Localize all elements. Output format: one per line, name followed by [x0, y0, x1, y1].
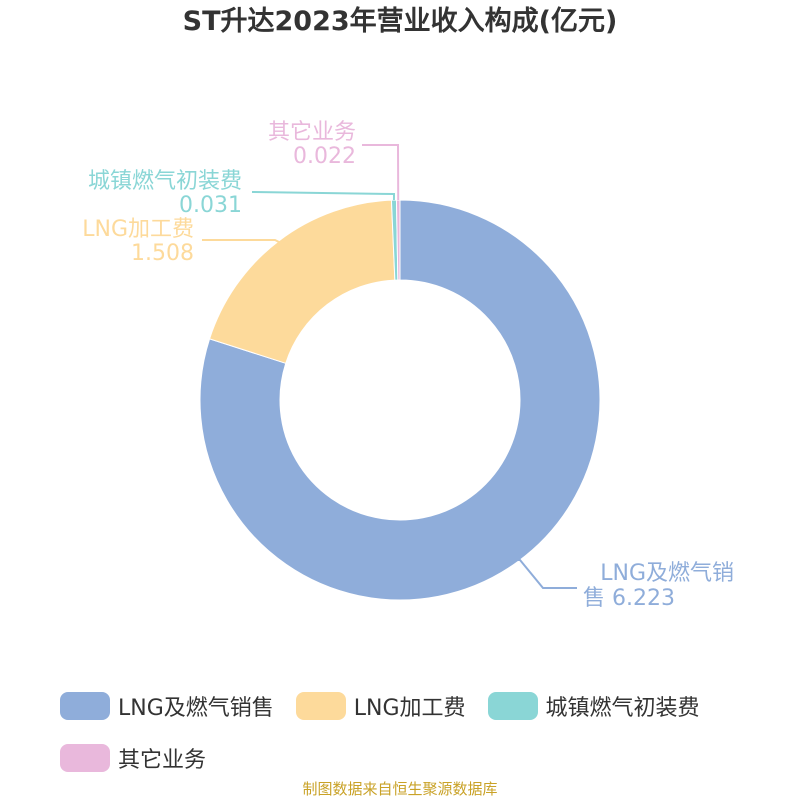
pie-slice[interactable]: [395, 199, 401, 281]
leader-line: [251, 191, 396, 201]
legend-label: 城镇燃气初装费: [545, 696, 700, 721]
leader-line: [362, 144, 400, 201]
legend: LNG及燃气销售 LNG加工费 城镇燃气初装费其它业务: [60, 686, 780, 778]
slice-label-value: 0.031: [179, 193, 242, 218]
slice-label-value: 0.022: [293, 144, 356, 169]
leader-line: [516, 558, 577, 589]
legend-label: LNG及燃气销售: [118, 696, 274, 721]
slice-label-name: 城镇燃气初装费: [88, 169, 242, 194]
legend-item[interactable]: 其它业务: [60, 738, 206, 778]
legend-item[interactable]: 城镇燃气初装费: [487, 686, 700, 726]
source-note: 制图数据来自恒生聚源数据库: [302, 780, 498, 798]
pie-slice[interactable]: [208, 199, 396, 364]
slice-label-name: LNG加工费: [82, 217, 194, 242]
legend-swatch: [295, 692, 346, 720]
legend-swatch: [60, 692, 110, 720]
chart-title: ST升达2023年营业收入构成(亿元): [182, 6, 618, 37]
slice-label-value: 1.508: [131, 241, 194, 266]
legend-swatch: [60, 744, 110, 772]
slice-label-name: 其它业务: [268, 120, 356, 145]
legend-item[interactable]: LNG加工费: [295, 686, 466, 726]
legend-label: LNG加工费: [353, 696, 466, 721]
legend-label: 其它业务: [118, 748, 207, 773]
pie-slice[interactable]: [199, 199, 601, 601]
legend-swatch: [487, 692, 538, 720]
legend-item[interactable]: LNG及燃气销售: [60, 686, 274, 726]
slice-label-name: LNG及燃气销: [600, 561, 734, 586]
leader-line: [202, 239, 281, 244]
slice-label-value: 售 6.223: [583, 586, 675, 611]
